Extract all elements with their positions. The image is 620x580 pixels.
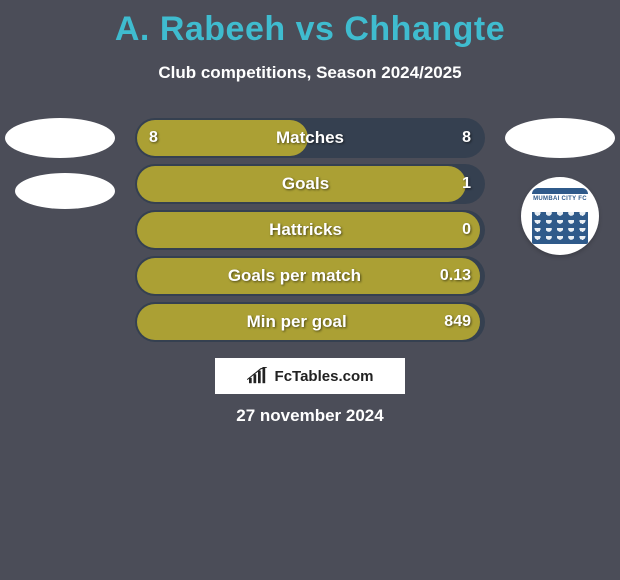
stat-right-value: 849 bbox=[444, 313, 485, 331]
page-subtitle: Club competitions, Season 2024/2025 bbox=[0, 63, 620, 83]
watermark: FcTables.com bbox=[215, 358, 405, 394]
stat-right-value: 8 bbox=[462, 129, 485, 147]
player-a-badge-2 bbox=[15, 173, 115, 209]
player-b-club-crest: MUMBAI CITY FC bbox=[521, 177, 599, 255]
bar-chart-icon bbox=[247, 367, 269, 385]
stat-right-value: 0 bbox=[462, 221, 485, 239]
crest-icon: MUMBAI CITY FC bbox=[532, 188, 588, 244]
player-b-badge-1 bbox=[505, 118, 615, 158]
stat-right-value: 0.13 bbox=[440, 267, 485, 285]
crest-text: MUMBAI CITY FC bbox=[532, 194, 588, 212]
stat-label: Hattricks bbox=[149, 220, 462, 240]
stat-label: Goals bbox=[149, 174, 462, 194]
player-a-badge-1 bbox=[5, 118, 115, 158]
stat-left-value: 8 bbox=[135, 129, 158, 147]
stat-bar: Min per goal 849 bbox=[135, 302, 485, 342]
stats-bars: 8 Matches 8 Goals 1 Hattricks 0 Goals pe… bbox=[135, 118, 485, 342]
stat-bar: Hattricks 0 bbox=[135, 210, 485, 250]
infographic-container: A. Rabeeh vs Chhangte Club competitions,… bbox=[0, 0, 620, 580]
watermark-text: FcTables.com bbox=[275, 368, 374, 385]
stat-label: Min per goal bbox=[149, 312, 444, 332]
date-text: 27 november 2024 bbox=[0, 406, 620, 426]
stat-bar: 8 Matches 8 bbox=[135, 118, 485, 158]
page-title: A. Rabeeh vs Chhangte bbox=[0, 0, 620, 49]
stat-label: Matches bbox=[158, 128, 462, 148]
stat-bar: Goals per match 0.13 bbox=[135, 256, 485, 296]
stat-right-value: 1 bbox=[462, 175, 485, 193]
stat-bar: Goals 1 bbox=[135, 164, 485, 204]
stat-label: Goals per match bbox=[149, 266, 440, 286]
